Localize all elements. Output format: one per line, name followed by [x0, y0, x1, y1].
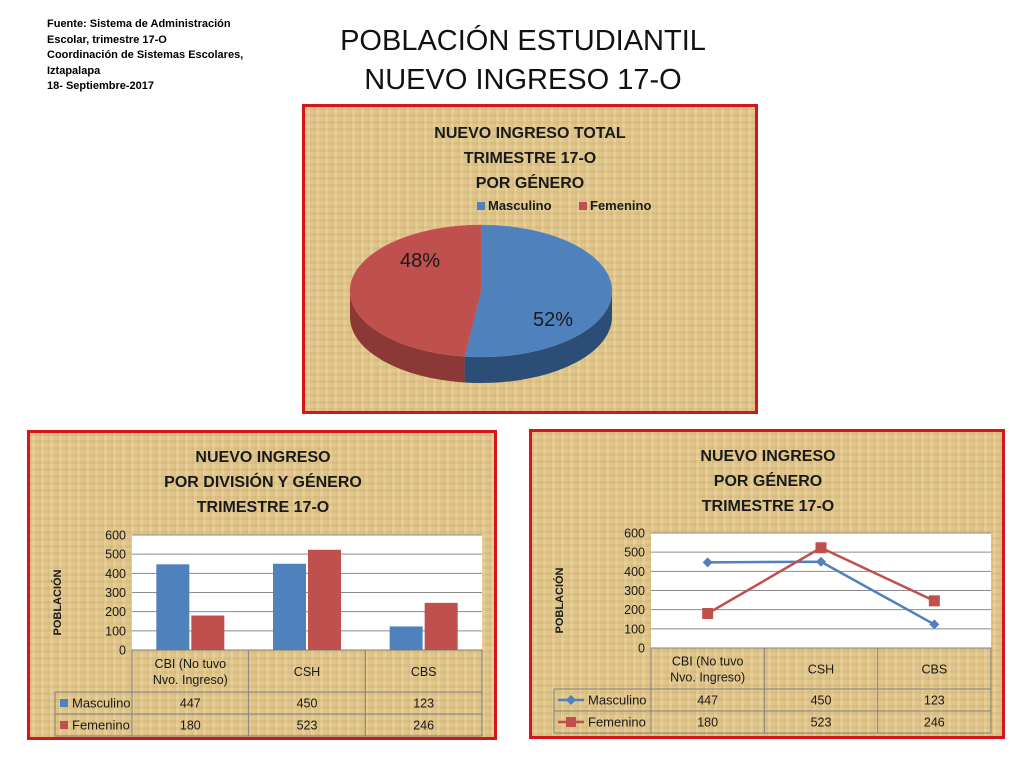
bar [389, 626, 423, 650]
y-tick-label: 300 [624, 584, 645, 598]
data-table-value: 447 [697, 694, 718, 708]
legend-marker [566, 695, 576, 705]
legend-label: Femenino [588, 715, 646, 730]
category-label: CSH [294, 665, 320, 679]
data-table-value: 246 [413, 719, 434, 733]
category-label: CBI (No tuvo [672, 655, 744, 669]
y-axis-label: POBLACIÓN [51, 569, 64, 635]
pie-side-femenino [350, 291, 465, 383]
y-tick-label: 400 [624, 565, 645, 579]
legend-label: Femenino [72, 718, 130, 733]
source-line: Fuente: Sistema de Administración [47, 18, 231, 30]
category-label: Nvo. Ingreso) [153, 673, 228, 687]
data-table-value: 246 [924, 716, 945, 730]
chart-title-line: TRIMESTRE 17-O [197, 499, 329, 516]
data-table-value: 523 [811, 716, 832, 730]
line-point [816, 556, 826, 567]
category-label: CBS [411, 665, 437, 679]
category-label: CBS [921, 663, 947, 677]
pie-chart: NUEVO INGRESO TOTAL TRIMESTRE 17-O POR GÉN… [349, 125, 651, 384]
bar [424, 602, 458, 650]
y-tick-label: 0 [119, 644, 126, 658]
y-tick-label: 0 [638, 642, 645, 656]
legend-label: Masculino [588, 693, 647, 708]
bar-chart: NUEVO INGRESO POR DIVISIÓN Y GÉNERO TRIMES… [51, 449, 483, 737]
category-label: CBI (No tuvo [155, 657, 227, 671]
data-table-value: 523 [297, 719, 318, 733]
legend-label: Femenino [590, 198, 651, 213]
legend-swatch [60, 721, 68, 729]
bar [191, 615, 225, 650]
data-table-value: 123 [413, 697, 434, 711]
data-table-value: 180 [180, 719, 201, 733]
category-label: CSH [808, 663, 834, 677]
y-tick-label: 500 [105, 548, 126, 562]
category-label: Nvo. Ingreso) [670, 671, 745, 685]
pie-title-line: NUEVO INGRESO TOTAL [434, 125, 626, 142]
source-line: Escolar, trimestre 17-O [47, 33, 167, 46]
data-table-value: 450 [811, 694, 832, 708]
pie-data-label: 48% [400, 250, 440, 272]
pie-slice-femenino [349, 224, 482, 357]
y-tick-label: 200 [624, 603, 645, 617]
data-table-value: 123 [924, 694, 945, 708]
source-note: Fuente: Sistema de Administración Escola… [47, 17, 267, 95]
source-line: 18- Septiembre-2017 [47, 80, 154, 92]
chart-title-line: POR GÉNERO [714, 471, 822, 490]
bar [308, 549, 341, 650]
bar-chart-panel: NUEVO INGRESO POR DIVISIÓN Y GÉNERO TRIMES… [27, 430, 497, 740]
data-table-value: 447 [180, 697, 201, 711]
y-tick-label: 100 [624, 622, 645, 636]
y-tick-label: 500 [624, 546, 645, 560]
bar [273, 563, 306, 650]
line-point [928, 595, 940, 607]
bar [156, 564, 190, 650]
line-point [815, 542, 827, 554]
chart-title-line: TRIMESTRE 17-O [702, 498, 834, 515]
page-title: POBLACIÓN ESTUDIANTIL NUEVO INGRESO 17-O [300, 22, 746, 100]
pie-slice-masculino [464, 224, 613, 358]
data-table-value: 180 [697, 716, 718, 730]
y-tick-label: 600 [624, 527, 645, 541]
chart-title-line: NUEVO INGRESO [700, 448, 835, 465]
y-tick-label: 200 [105, 605, 126, 619]
page-title-line1: POBLACIÓN ESTUDIANTIL [340, 25, 706, 57]
legend-label: Masculino [72, 696, 131, 711]
legend-marker [566, 717, 576, 727]
legend-label: Masculino [488, 198, 552, 213]
line-point [929, 619, 940, 630]
pie-data-label: 52% [533, 309, 573, 331]
legend-swatch [579, 202, 587, 210]
line-point [702, 557, 713, 568]
y-tick-label: 600 [105, 529, 126, 543]
pie-title-line: TRIMESTRE 17-O [464, 150, 596, 167]
y-tick-label: 400 [105, 567, 126, 581]
y-axis-label: POBLACIÓN [553, 567, 566, 633]
line-chart: NUEVO INGRESO POR GÉNERO TRIMESTRE 17-O 0 10… [553, 448, 992, 734]
source-line: Iztapalapa [47, 64, 101, 77]
chart-title-line: NUEVO INGRESO [195, 449, 330, 466]
pie-side-masculino [464, 291, 612, 384]
legend-swatch [477, 202, 485, 210]
y-tick-label: 100 [105, 624, 126, 638]
line-point [702, 608, 714, 619]
source-line: Coordinación de Sistemas Escolares, [47, 49, 244, 61]
legend-swatch [60, 699, 68, 707]
y-tick-label: 300 [105, 586, 126, 600]
data-table-value: 450 [297, 697, 318, 711]
pie-chart-panel: NUEVO INGRESO TOTAL TRIMESTRE 17-O POR GÉN… [302, 104, 758, 414]
line-chart-panel: NUEVO INGRESO POR GÉNERO TRIMESTRE 17-O 0 10… [529, 429, 1005, 739]
chart-title-line: POR DIVISIÓN Y GÉNERO [164, 472, 362, 491]
pie-title-line: POR GÉNERO [476, 173, 584, 192]
page-title-line2: NUEVO INGRESO 17-O [364, 64, 682, 96]
